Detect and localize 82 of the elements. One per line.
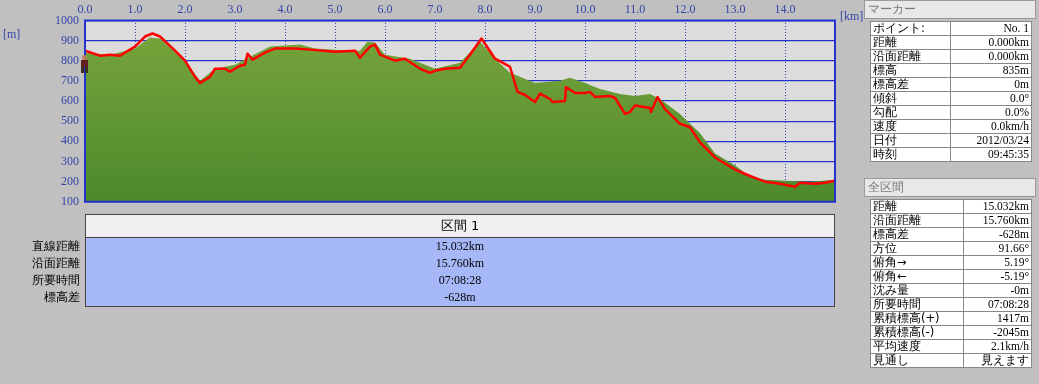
x-axis-title: [km] <box>840 9 864 23</box>
text: 0.0% <box>950 105 1032 120</box>
text: 沿面距離 <box>870 49 951 64</box>
y-tick-label: 200 <box>61 173 79 188</box>
x-tick-label: 10.0 <box>574 2 596 17</box>
text: 15.032km <box>963 199 1032 214</box>
x-tick-label: 13.0 <box>724 2 746 17</box>
text: 標高差 <box>870 227 964 242</box>
text: 傾斜 <box>870 91 951 106</box>
text: -5.19° <box>963 269 1032 284</box>
text: 区間 1 <box>86 215 834 238</box>
x-tick-label: 12.0 <box>674 2 696 17</box>
y-tick-label: 600 <box>61 93 79 108</box>
text: -0m <box>963 283 1032 298</box>
text: 沈み量 <box>870 283 964 298</box>
text: 勾配 <box>870 105 951 120</box>
text: 沿面距離 <box>870 213 964 228</box>
text: 方位 <box>870 241 964 256</box>
text: 平均速度 <box>870 339 964 354</box>
y-tick-label: 400 <box>61 133 79 148</box>
text: 0.000km <box>950 49 1032 64</box>
text: ポイント: <box>870 21 951 36</box>
x-tick-label: 6.0 <box>377 2 393 17</box>
text: 俯角→ <box>870 255 964 270</box>
text: 09:45:35 <box>950 147 1032 162</box>
text: 時刻 <box>870 147 951 162</box>
text: 距離 <box>870 199 964 214</box>
text: 1417m <box>963 311 1032 326</box>
text: 日付 <box>870 133 951 148</box>
x-tick-label: 1.0 <box>127 2 143 17</box>
text: 累積標高(+) <box>870 311 964 326</box>
y-tick-label: 300 <box>61 153 79 168</box>
x-tick-label: 11.0 <box>624 2 646 17</box>
text: 0.000km <box>950 35 1032 50</box>
x-tick-label: 9.0 <box>527 2 543 17</box>
y-tick-label: 800 <box>61 52 79 67</box>
text: 見えます <box>963 353 1032 368</box>
text: 07:08:28 <box>963 297 1032 312</box>
text: 所要時間 <box>870 297 964 312</box>
text: 5.19° <box>963 255 1032 270</box>
text: 15.760km <box>963 213 1032 228</box>
x-tick-label: 5.0 <box>327 2 343 17</box>
y-axis-title: [m] <box>3 27 21 41</box>
text: 0m <box>950 77 1032 92</box>
x-tick-label: 2.0 <box>177 2 193 17</box>
text: 標高差 <box>870 77 951 92</box>
text: 直線距離 <box>31 238 80 255</box>
text: 07:08:28 <box>437 272 483 289</box>
y-tick-label: 100 <box>61 193 79 208</box>
text: No. 1 <box>950 21 1032 36</box>
text: 速度 <box>870 119 951 134</box>
y-tick-label: 900 <box>61 32 79 47</box>
x-tick-label: 0.0 <box>77 2 93 17</box>
text: 15.032km <box>434 238 486 255</box>
text: 累積標高(-) <box>870 325 964 340</box>
x-tick-label: 14.0 <box>774 2 796 17</box>
x-tick-label: 7.0 <box>427 2 443 17</box>
text: 15.760km <box>434 255 486 272</box>
y-tick-label: 500 <box>61 113 79 128</box>
text: 俯角← <box>870 269 964 284</box>
text: -628m <box>963 227 1032 242</box>
text: 見通し <box>870 353 964 368</box>
x-tick-label: 4.0 <box>277 2 293 17</box>
text: 標高差 <box>43 289 80 306</box>
y-tick-label: 1000 <box>55 12 79 27</box>
text: 距離 <box>870 35 951 50</box>
text: 2012/03/24 <box>950 133 1032 148</box>
text: 沿面距離 <box>31 255 80 272</box>
y-tick-label: 700 <box>61 73 79 88</box>
x-tick-label: 3.0 <box>227 2 243 17</box>
text: 835m <box>950 63 1032 78</box>
text: 全区間 <box>864 178 1036 197</box>
text: 0.0° <box>950 91 1032 106</box>
text: 91.66° <box>963 241 1032 256</box>
text: -628m <box>443 289 477 306</box>
text: -2045m <box>963 325 1032 340</box>
text: 0.0km/h <box>950 119 1032 134</box>
text: 2.1km/h <box>963 339 1032 354</box>
text: 所要時間 <box>31 272 80 289</box>
text: 標高 <box>870 63 951 78</box>
text: マーカー <box>864 0 1036 19</box>
x-tick-label: 8.0 <box>477 2 493 17</box>
